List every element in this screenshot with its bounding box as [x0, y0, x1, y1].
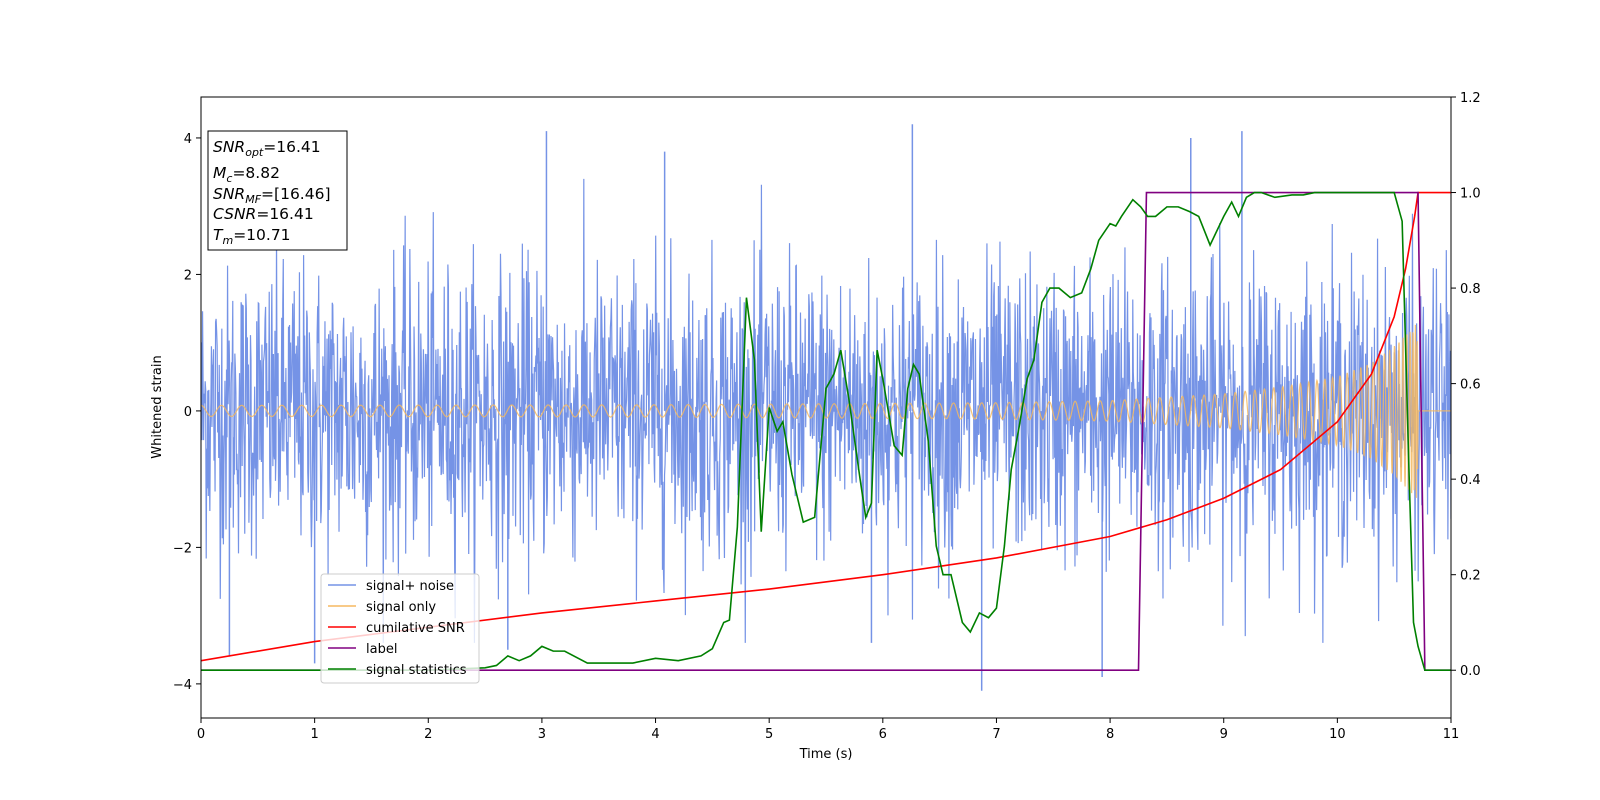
series-signal-noise: [201, 124, 1451, 691]
annotation-frame: [207, 130, 348, 251]
series-signal-statistics: [201, 191, 1451, 672]
y2-tick-label: 1.0: [1460, 187, 1481, 202]
annotation-snr-opt: SNRopt=16.41: [213, 138, 321, 159]
legend-item-stat: signal statistics: [366, 663, 467, 678]
y-axis-label: Whitened strain: [150, 355, 165, 458]
legend: signal+ noise signal only cumilative SNR…: [320, 573, 480, 684]
x-tick-label: 4: [651, 727, 659, 742]
y-tick-label: 4: [184, 132, 192, 147]
series-cumulative-snr: [201, 191, 1451, 662]
y2-tick-label: 0.8: [1460, 282, 1481, 297]
annotation-snr-mf: SNRMF=[16.46]: [213, 185, 331, 206]
legend-item-label: label: [366, 642, 397, 657]
y2-tick-label: 0.0: [1460, 664, 1481, 679]
x-tick-label: 11: [1443, 727, 1460, 742]
y2-axis-ticks: 0.0 0.2 0.4 0.6 0.8 1.0 1.2: [1451, 91, 1481, 679]
y-tick-label: 0: [184, 405, 192, 420]
y2-tick-label: 0.4: [1460, 473, 1481, 488]
x-tick-label: 2: [424, 727, 432, 742]
annotation-box: SNRopt=16.41 Mc=8.82 SNRMF=[16.46] CSNR=…: [207, 130, 348, 251]
y2-tick-label: 0.6: [1460, 378, 1481, 393]
plot-frame: [200, 96, 1452, 719]
y2-tick-label: 1.2: [1460, 91, 1481, 106]
signal-statistics-line: [201, 191, 1451, 672]
x-tick-label: 3: [538, 727, 546, 742]
noise-line: [201, 178, 1451, 643]
series-signal-only: [201, 324, 1451, 498]
legend-item-noise: signal+ noise: [366, 579, 454, 594]
cumulative-snr-line: [201, 191, 1451, 662]
x-axis-label: Time (s): [799, 747, 853, 762]
signal-line: [201, 324, 1451, 498]
x-tick-label: 10: [1329, 727, 1346, 742]
legend-frame: [320, 573, 480, 684]
y-tick-label: −2: [173, 541, 192, 556]
x-tick-label: 0: [197, 727, 205, 742]
annotation-mc: Mc=8.82: [213, 164, 280, 185]
y-tick-label: −4: [173, 678, 192, 693]
x-tick-label: 5: [765, 727, 773, 742]
legend-item-signal: signal only: [366, 600, 436, 615]
x-axis-ticks: 0 1 2 3 4 5 6 7 8 9 10 11: [197, 718, 1459, 742]
legend-item-snr: cumilative SNR: [366, 621, 465, 636]
x-tick-label: 8: [1106, 727, 1114, 742]
y2-tick-label: 0.2: [1460, 569, 1481, 584]
x-tick-label: 6: [879, 727, 887, 742]
x-tick-label: 1: [310, 727, 318, 742]
x-tick-label: 9: [1220, 727, 1228, 742]
annotation-csnr: CSNR=16.41: [213, 205, 314, 223]
y-tick-label: 2: [184, 268, 192, 283]
x-tick-label: 7: [992, 727, 1000, 742]
annotation-tm: Tm=10.71: [213, 226, 291, 247]
y-axis-ticks: −4 −2 0 2 4: [173, 132, 201, 693]
